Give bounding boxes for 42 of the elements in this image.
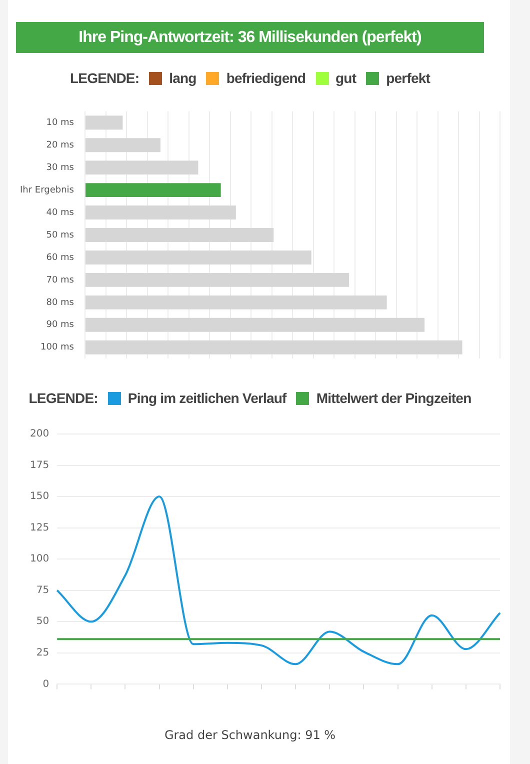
bar [86, 272, 350, 287]
legend-title: LEGENDE: [70, 70, 140, 86]
bar [86, 206, 236, 220]
y-tick-label: 80 ms [46, 298, 74, 308]
y-tick-label: 50 [36, 616, 50, 628]
y-tick-label: 0 [42, 678, 50, 690]
y-tick-label: 100 ms [40, 342, 74, 353]
bar [86, 183, 221, 198]
y-tick-label: 25 [36, 648, 50, 659]
y-tick-label: 200 [30, 428, 50, 440]
legend-label: gut [336, 70, 356, 86]
bar [86, 295, 387, 310]
text: Grad der Schwankung: 91 % [163, 728, 337, 742]
y-tick-label: 70 ms [46, 275, 74, 286]
y-tick-label: 90 ms [46, 320, 74, 330]
y-tick-label: 175 [30, 460, 50, 471]
y-tick-label: 150 [30, 491, 50, 502]
y-tick-label: 60 ms [46, 252, 74, 263]
y-tick-label: 40 ms [46, 208, 74, 218]
y-tick-label: Ihr Ergebnis [20, 185, 74, 196]
legend-label: befriedigend [226, 70, 306, 86]
bar [86, 160, 198, 175]
line-series [56, 496, 501, 666]
y-tick-label: 50 ms [46, 230, 74, 240]
bar [86, 340, 462, 354]
y-tick-label: 125 [30, 522, 50, 534]
y-tick-label: 20 ms [46, 140, 74, 150]
y-tick-label: 75 [36, 584, 50, 596]
legend-title: LEGENDE: [28, 390, 98, 406]
bar [86, 228, 274, 242]
legend-label: Ping im zeitlichen Verlauf [128, 390, 286, 406]
y-tick-label: 100 [30, 554, 50, 565]
y-tick-label: 30 ms [46, 162, 74, 173]
legend-label: lang [169, 70, 196, 86]
chart-title: Ihre Ping-Antwortzeit: 36 Millisekunden (perfekt) [16, 22, 484, 53]
bar [86, 138, 160, 152]
legend-label: perfekt [386, 70, 430, 86]
legend-label: Mittelwert der Pingzeiten [316, 390, 472, 406]
bar [86, 318, 425, 332]
y-tick-label: 10 ms [46, 118, 74, 128]
bar [86, 250, 312, 264]
bar [86, 116, 123, 130]
